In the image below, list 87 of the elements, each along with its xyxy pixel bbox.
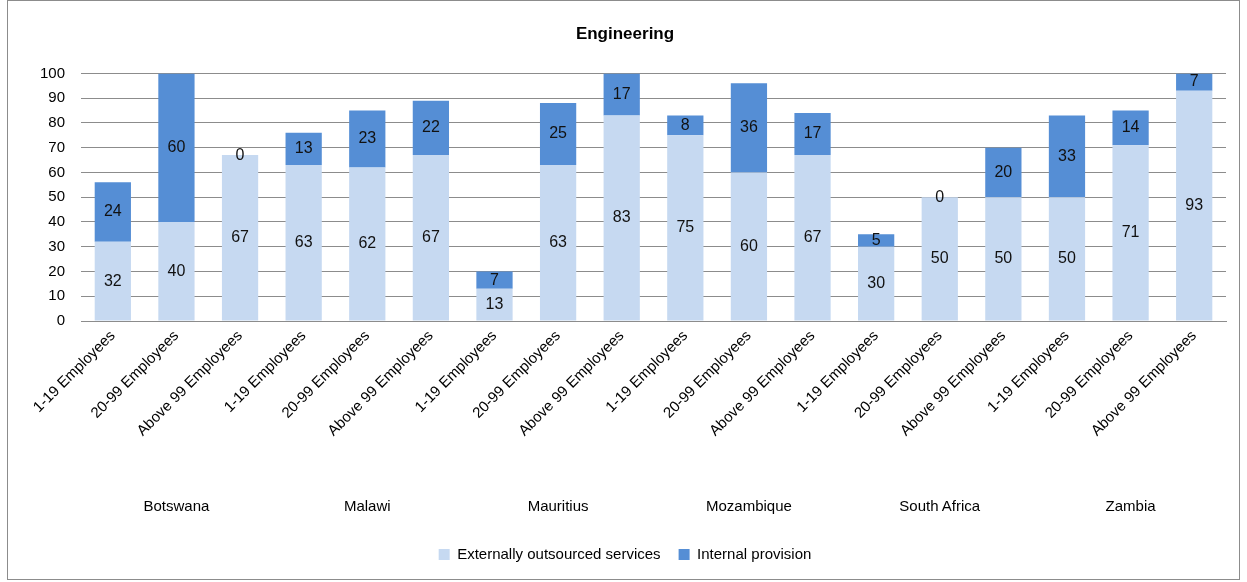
bar <box>730 172 768 321</box>
bar <box>985 197 1022 321</box>
bar <box>349 167 386 321</box>
data-label: 0 <box>235 145 245 163</box>
data-label: 14 <box>1121 118 1140 136</box>
data-label: 8 <box>680 115 690 133</box>
data-label: 67 <box>421 228 440 246</box>
bar <box>158 73 195 222</box>
data-label: 63 <box>294 233 313 251</box>
text: Zambia <box>1105 497 1157 515</box>
data-label: 60 <box>740 236 758 254</box>
y-tick-label: 70 <box>48 137 66 155</box>
chart-title: Engineering <box>575 23 675 43</box>
bar <box>1048 197 1086 321</box>
data-label: 23 <box>358 129 377 147</box>
data-label: 13 <box>294 139 313 157</box>
bar <box>94 182 131 242</box>
bar <box>412 155 450 321</box>
data-label: 22 <box>421 118 440 136</box>
bar <box>349 110 386 168</box>
data-label: 71 <box>1121 223 1140 241</box>
y-tick-label: 90 <box>48 88 66 106</box>
bar <box>858 246 895 321</box>
bar <box>858 234 895 247</box>
bar <box>1176 90 1213 321</box>
data-label: 25 <box>549 124 568 142</box>
y-tick-label: 50 <box>48 187 66 205</box>
bar <box>539 103 577 166</box>
bar <box>285 165 322 321</box>
bar <box>539 165 577 321</box>
legend-label: Internal provision <box>697 544 812 562</box>
data-label: 33 <box>1058 146 1076 164</box>
data-label: 50 <box>1058 249 1076 267</box>
data-label: 36 <box>740 118 758 136</box>
bar <box>730 83 768 173</box>
bar <box>1048 115 1086 198</box>
bar <box>794 155 831 321</box>
data-label: 50 <box>930 249 949 267</box>
data-label: 62 <box>358 234 377 252</box>
bar <box>667 135 704 321</box>
data-label: 5 <box>871 230 881 248</box>
y-tick-label: 30 <box>48 236 66 254</box>
data-label: 13 <box>485 295 504 313</box>
y-tick-label: 100 <box>40 63 66 81</box>
text: Mauritius <box>527 497 589 515</box>
bar <box>476 288 513 321</box>
text: Mozambique <box>705 497 792 515</box>
data-label: 40 <box>167 261 186 279</box>
data-label: 63 <box>549 233 568 251</box>
y-tick-label: 80 <box>48 113 66 131</box>
bar <box>603 73 640 116</box>
data-label: 17 <box>803 124 822 142</box>
data-label: 75 <box>676 218 695 236</box>
data-label: 0 <box>935 187 945 205</box>
bar <box>1176 73 1213 91</box>
data-label: 50 <box>994 249 1013 267</box>
text: South Africa <box>899 497 981 515</box>
bar <box>1112 110 1149 146</box>
data-label: 93 <box>1185 196 1204 214</box>
text: Malawi <box>343 497 391 515</box>
text: Botswana <box>143 497 211 515</box>
bar <box>94 241 131 321</box>
data-label: 67 <box>231 228 250 246</box>
legend-label: Externally outsourced services <box>457 544 661 562</box>
bar <box>603 115 640 321</box>
data-label: 60 <box>167 138 186 156</box>
data-label: 83 <box>612 208 631 226</box>
bar <box>985 147 1022 198</box>
bar <box>794 113 831 156</box>
y-tick-label: 10 <box>48 286 66 304</box>
y-tick-label: 20 <box>48 261 66 279</box>
bar <box>412 100 450 156</box>
data-label: 30 <box>867 274 886 292</box>
bar <box>667 115 704 136</box>
y-tick-label: 40 <box>48 212 66 230</box>
data-label: 7 <box>1189 72 1199 90</box>
data-label: 67 <box>803 228 822 246</box>
bar <box>158 221 195 321</box>
data-label: 17 <box>612 84 631 102</box>
data-label: 7 <box>490 270 500 288</box>
data-label: 24 <box>103 202 122 220</box>
data-label: 20 <box>994 162 1013 180</box>
y-tick-label: 0 <box>56 311 66 329</box>
y-tick-label: 60 <box>48 162 66 180</box>
bar <box>476 271 513 289</box>
bar <box>1112 145 1149 321</box>
data-label: 32 <box>103 271 122 289</box>
